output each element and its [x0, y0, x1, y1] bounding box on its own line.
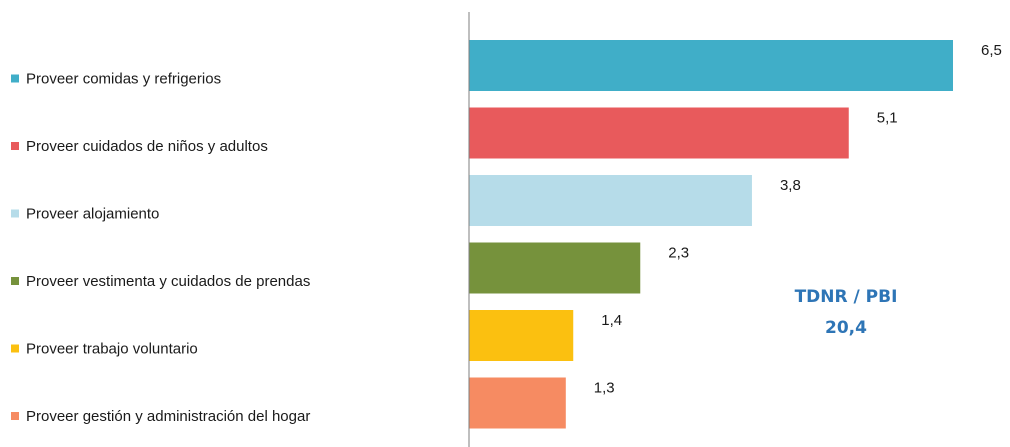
bar	[469, 242, 641, 294]
value-label: 1,4	[601, 312, 622, 329]
bars	[469, 40, 953, 429]
legend-marker	[11, 344, 19, 353]
value-label: 6,5	[981, 42, 1002, 59]
bar	[469, 40, 953, 91]
legend-marker	[11, 209, 19, 218]
legend-label: Proveer gestión y administración del hog…	[26, 408, 310, 425]
bar	[469, 310, 574, 361]
value-label: 5,1	[877, 110, 898, 127]
legend-marker	[11, 412, 19, 420]
legend-label: Proveer alojamiento	[26, 206, 159, 223]
legend-label: Proveer cuidados de niños y adultos	[26, 138, 268, 155]
bar	[469, 175, 752, 226]
legend: Proveer comidas y refrigerios Proveer cui…	[11, 71, 310, 425]
legend-marker	[11, 142, 19, 150]
legend-marker	[11, 74, 19, 83]
legend-label: Proveer vestimenta y cuidados de prendas	[26, 273, 310, 290]
bar	[469, 107, 849, 159]
value-labels: 6,5 5,1 3,8 2,3 1,4 1,3	[594, 42, 1002, 397]
value-label: 2,3	[668, 245, 689, 262]
legend-marker	[11, 277, 19, 285]
value-label: 3,8	[780, 177, 801, 194]
legend-label: Proveer comidas y refrigerios	[26, 71, 221, 88]
total-annotation-title: TDNR / PBI	[795, 287, 898, 307]
total-annotation-value: 20,4	[825, 318, 867, 338]
legend-label: Proveer trabajo voluntario	[26, 341, 198, 358]
bar	[469, 377, 566, 429]
value-label: 1,3	[594, 380, 615, 397]
